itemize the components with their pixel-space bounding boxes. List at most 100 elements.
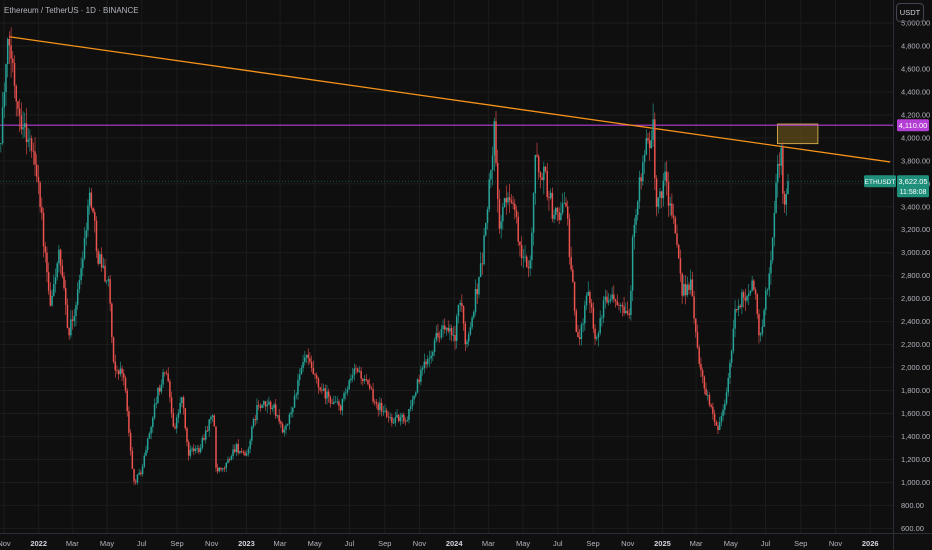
candle-body (768, 273, 770, 290)
candle-body (356, 368, 359, 372)
candle-body (215, 426, 217, 468)
candle-body (141, 466, 144, 475)
candle-body (399, 417, 402, 422)
candle-body (483, 235, 485, 265)
candle-body (348, 380, 350, 390)
candle-body (580, 324, 583, 340)
candle-body (269, 401, 272, 410)
candle-body (536, 155, 538, 157)
candle-body (700, 363, 702, 371)
candle-body (730, 350, 733, 363)
candle-body (199, 447, 202, 452)
x-tick-label: May (100, 539, 114, 548)
candle-body (486, 209, 489, 223)
candle-body (54, 277, 57, 285)
candle-body (179, 402, 181, 414)
candle-body (194, 448, 197, 452)
candle-body (636, 201, 639, 215)
candle-body (517, 216, 519, 242)
candle-body (80, 268, 82, 281)
candle-body (426, 359, 429, 365)
candle-body (111, 303, 113, 338)
candle-body (628, 313, 630, 316)
candle-body (531, 232, 533, 261)
candle-body (254, 419, 257, 421)
candle-body (625, 310, 627, 314)
candle-body (321, 390, 323, 391)
candle-body (75, 304, 77, 317)
candle-body (66, 304, 69, 329)
candle-body (208, 419, 210, 431)
candle-body (184, 408, 187, 429)
candle-body (423, 361, 426, 368)
candle-body (570, 257, 572, 270)
candle-body (105, 280, 108, 282)
resistance-price-label: 4,110.00 (899, 121, 928, 130)
candle-body (29, 138, 31, 140)
candle-body (474, 289, 477, 312)
candle-body (742, 292, 745, 298)
y-tick-label: 1,800.00 (901, 386, 930, 395)
candle-body (290, 412, 292, 415)
candle-body (138, 472, 140, 475)
candle-body (380, 402, 383, 412)
candle-body (524, 256, 526, 258)
candle-body (314, 374, 316, 376)
candle-body (201, 437, 204, 448)
candle-body (527, 267, 530, 269)
candle-body (211, 415, 214, 418)
currency-button[interactable]: USDT (896, 3, 924, 22)
candle-body (602, 300, 605, 318)
candle-body (479, 263, 482, 277)
candle-body (594, 328, 596, 339)
candle-body (676, 233, 678, 245)
time-axis[interactable]: Nov 2022 Mar May Jul Sep Nov 2023 Mar May Jul Sep No… (0, 533, 932, 549)
candle-body (177, 413, 180, 418)
candle-body (61, 265, 64, 277)
candle-body (577, 332, 579, 338)
x-tick-label: May (724, 539, 738, 548)
x-tick-label: Jul (137, 539, 147, 548)
candle-body (336, 401, 338, 403)
candle-body (10, 45, 12, 59)
candle-body (751, 280, 753, 291)
candle-body (563, 202, 566, 204)
candle-body (413, 395, 415, 400)
candle-body (204, 430, 207, 440)
candle-body (512, 202, 514, 204)
candle-body (164, 372, 166, 374)
candle-body (218, 467, 221, 472)
candle-body (228, 459, 231, 461)
candle-body (749, 290, 752, 294)
candle-body (68, 328, 70, 336)
candle-body (292, 407, 294, 413)
x-tick-label: Sep (794, 539, 807, 548)
candle-body (210, 417, 212, 420)
candle-body (551, 192, 554, 219)
y-tick-label: 800.00 (901, 501, 924, 510)
candle-body (553, 214, 555, 219)
candle-body (660, 191, 663, 199)
candle-body (744, 297, 747, 301)
candle-body (452, 335, 455, 336)
candle-body (766, 289, 769, 291)
x-tick-label: Mar (66, 539, 79, 548)
candle-body (317, 378, 320, 388)
candle-body (780, 147, 782, 166)
candle-body (706, 395, 709, 396)
candle-body (259, 406, 262, 408)
candle-body (442, 325, 444, 329)
candle-body (222, 468, 224, 470)
y-tick-label: 2,200.00 (901, 340, 930, 349)
candle-body (725, 392, 728, 404)
candle-body (462, 306, 465, 324)
candle-body (394, 417, 397, 423)
candle-body (619, 304, 622, 306)
candle-body (104, 265, 106, 282)
candle-body (409, 406, 412, 410)
candle-body (597, 332, 600, 338)
candle-body (58, 249, 60, 264)
candle-body (582, 323, 584, 325)
